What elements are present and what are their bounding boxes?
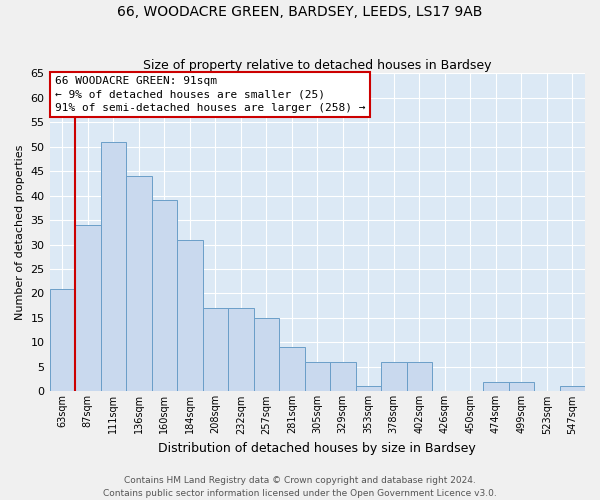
- Text: 66 WOODACRE GREEN: 91sqm
← 9% of detached houses are smaller (25)
91% of semi-de: 66 WOODACRE GREEN: 91sqm ← 9% of detache…: [55, 76, 365, 112]
- Bar: [228, 308, 254, 392]
- Bar: [75, 225, 101, 392]
- Y-axis label: Number of detached properties: Number of detached properties: [15, 144, 25, 320]
- Bar: [101, 142, 126, 392]
- Bar: [279, 348, 305, 392]
- Bar: [381, 362, 407, 392]
- Bar: [305, 362, 330, 392]
- Bar: [509, 382, 534, 392]
- Text: Contains HM Land Registry data © Crown copyright and database right 2024.
Contai: Contains HM Land Registry data © Crown c…: [103, 476, 497, 498]
- Bar: [203, 308, 228, 392]
- X-axis label: Distribution of detached houses by size in Bardsey: Distribution of detached houses by size …: [158, 442, 476, 455]
- Text: 66, WOODACRE GREEN, BARDSEY, LEEDS, LS17 9AB: 66, WOODACRE GREEN, BARDSEY, LEEDS, LS17…: [118, 5, 482, 19]
- Bar: [152, 200, 177, 392]
- Title: Size of property relative to detached houses in Bardsey: Size of property relative to detached ho…: [143, 59, 491, 72]
- Bar: [254, 318, 279, 392]
- Bar: [330, 362, 356, 392]
- Bar: [483, 382, 509, 392]
- Bar: [126, 176, 152, 392]
- Bar: [50, 288, 75, 392]
- Bar: [407, 362, 432, 392]
- Bar: [177, 240, 203, 392]
- Bar: [560, 386, 585, 392]
- Bar: [356, 386, 381, 392]
